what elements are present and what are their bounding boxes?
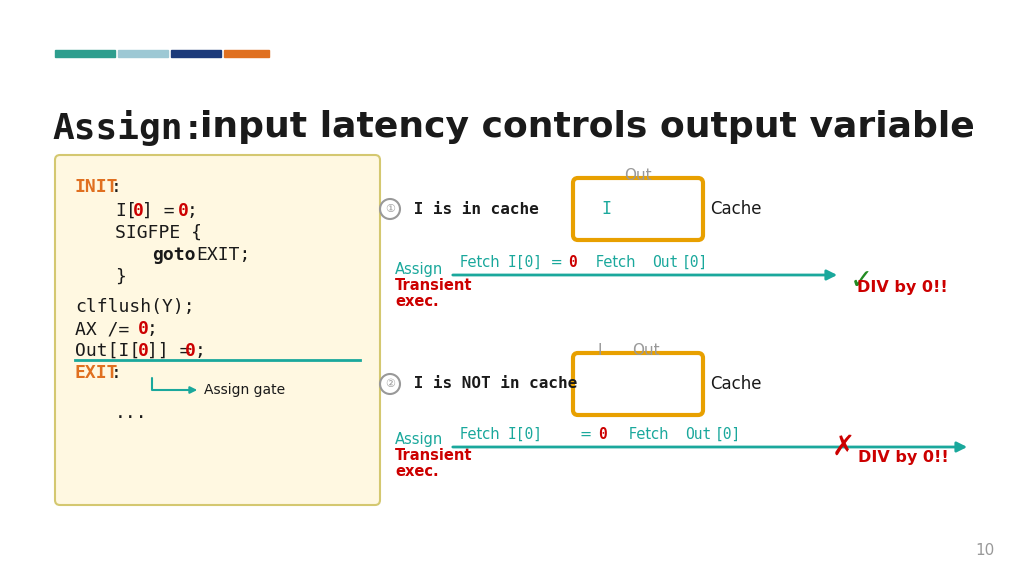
Bar [171, 50, 221, 57]
Text: Assign: Assign [395, 432, 443, 447]
Text: Out: Out [632, 343, 659, 358]
Text: clflush(Y);: clflush(Y); [75, 298, 195, 316]
Text: goto: goto [152, 246, 196, 264]
Text: Assign:: Assign: [52, 110, 204, 146]
Text: }: } [115, 268, 126, 286]
Text: 0: 0 [178, 202, 188, 220]
Text: Fetch: Fetch [460, 427, 504, 442]
Text: EXIT;: EXIT; [196, 246, 251, 264]
Text: Fetch: Fetch [582, 255, 640, 270]
Text: Cache: Cache [710, 200, 762, 218]
Text: ;: ; [147, 320, 158, 338]
Text: ]] =: ]] = [147, 342, 202, 360]
Text: [0]: [0] [715, 427, 741, 442]
Text: :: : [111, 178, 122, 196]
Text: ②: ② [385, 379, 395, 389]
Text: Out: Out [685, 427, 712, 442]
Bar [118, 50, 168, 57]
Text: Out: Out [652, 255, 678, 270]
Text: AX /=: AX /= [75, 320, 140, 338]
FancyBboxPatch shape [55, 155, 380, 505]
Text: INIT: INIT [75, 178, 119, 196]
Text: exec.: exec. [395, 464, 438, 479]
Text: input latency controls output variable: input latency controls output variable [200, 110, 975, 144]
Text: I[0]: I[0] [508, 427, 543, 442]
Text: I: I [598, 343, 602, 358]
Text: 0: 0 [185, 342, 196, 360]
Text: [0]: [0] [682, 255, 709, 270]
Text: ;: ; [186, 202, 197, 220]
Text: Out: Out [625, 168, 652, 183]
Text: Fetch: Fetch [460, 255, 504, 270]
Text: I: I [601, 200, 611, 218]
Text: DIV by 0!!: DIV by 0!! [858, 450, 949, 465]
Text: exec.: exec. [395, 294, 438, 309]
Text: 0: 0 [598, 427, 607, 442]
Text: I is NOT in cache: I is NOT in cache [404, 377, 578, 392]
Text: ✓: ✓ [850, 267, 873, 295]
Text: I[: I[ [115, 202, 137, 220]
Text: Assign gate: Assign gate [204, 383, 285, 397]
Text: Out[I[: Out[I[ [75, 342, 140, 360]
Text: ...: ... [115, 404, 147, 422]
FancyBboxPatch shape [573, 353, 703, 415]
Text: SIGFPE {: SIGFPE { [115, 224, 202, 242]
Text: ①: ① [385, 204, 395, 214]
Text: 10: 10 [976, 543, 995, 558]
Text: ;: ; [194, 342, 205, 360]
Text: ✗: ✗ [831, 433, 855, 461]
Text: Cache: Cache [710, 375, 762, 393]
Text: 0: 0 [138, 320, 148, 338]
Text: EXIT: EXIT [75, 364, 119, 382]
Text: DIV by 0!!: DIV by 0!! [857, 280, 948, 295]
Bar [224, 50, 269, 57]
Text: Transient: Transient [395, 448, 472, 463]
Text: 0: 0 [133, 202, 144, 220]
Text: 0: 0 [568, 255, 577, 270]
Text: ] =: ] = [142, 202, 185, 220]
Text: I[0]: I[0] [508, 255, 543, 270]
Text: I is in cache: I is in cache [404, 202, 539, 217]
Text: Transient: Transient [395, 278, 472, 293]
Bar [55, 50, 115, 57]
Text: =: = [546, 255, 567, 270]
Text: :: : [111, 364, 122, 382]
Text: Assign: Assign [395, 262, 443, 277]
FancyBboxPatch shape [573, 178, 703, 240]
Text: =: = [580, 427, 597, 442]
Text: 0: 0 [138, 342, 148, 360]
Text: Fetch: Fetch [615, 427, 673, 442]
